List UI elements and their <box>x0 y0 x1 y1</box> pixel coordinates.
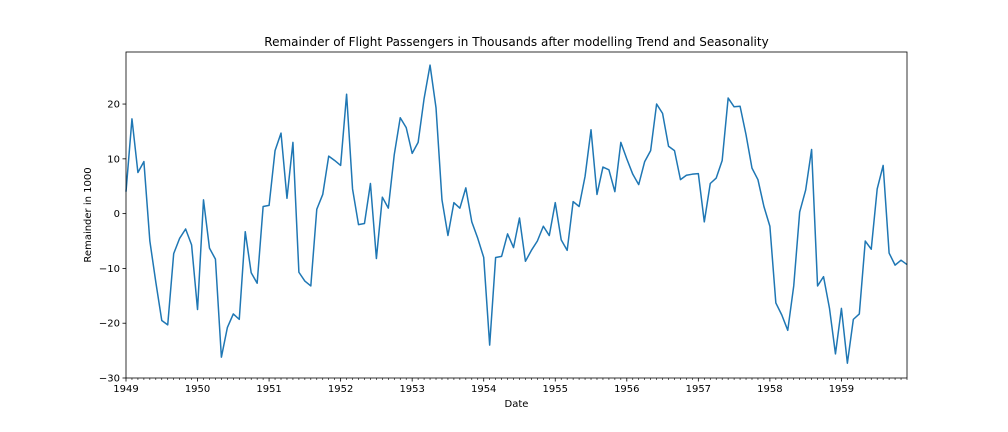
x-tick-label: 1957 <box>686 384 711 395</box>
y-axis-label: Remainder in 1000 <box>83 167 94 262</box>
plot-frame <box>125 51 908 379</box>
y-tick-label: −10 <box>99 264 120 275</box>
chart-title: Remainder of Flight Passengers in Thousa… <box>264 35 768 49</box>
x-tick-label: 1950 <box>185 384 210 395</box>
series-line <box>125 64 908 364</box>
x-tick-label: 1954 <box>471 384 496 395</box>
x-tick-label: 1959 <box>829 384 854 395</box>
x-tick-label: 1953 <box>399 384 424 395</box>
y-tick-label: 20 <box>107 100 120 111</box>
x-tick-label: 1952 <box>328 384 353 395</box>
x-tick-label: 1955 <box>543 384 568 395</box>
y-tick-label: 0 <box>114 209 120 220</box>
x-tick-label: 1949 <box>113 384 138 395</box>
x-axis-label: Date <box>505 399 529 410</box>
x-tick-label: 1951 <box>256 384 281 395</box>
x-tick-label: 1956 <box>614 384 639 395</box>
y-tick-label: −20 <box>99 319 120 330</box>
x-tick-label: 1958 <box>757 384 782 395</box>
y-tick-label: −30 <box>99 374 120 385</box>
y-tick-label: 10 <box>107 154 120 165</box>
